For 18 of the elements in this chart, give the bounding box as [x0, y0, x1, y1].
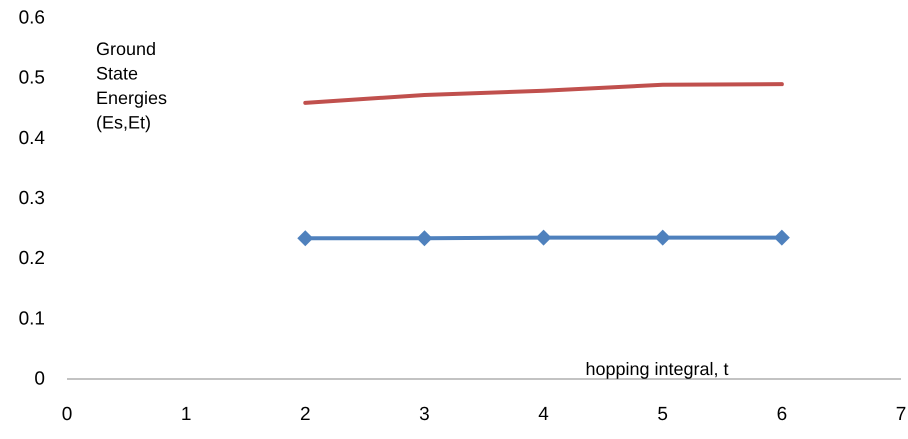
x-tick-label: 0 — [62, 404, 72, 425]
y-tick-label: 0.4 — [18, 128, 46, 149]
x-axis-title: hopping integral, t — [585, 359, 729, 379]
y-tick-label: 0.2 — [18, 248, 45, 270]
y-tick-label: 0.3 — [18, 188, 45, 209]
x-tick-label: 1 — [180, 404, 192, 425]
y-tick-label: 0 — [34, 368, 45, 390]
x-tick-label: 4 — [538, 404, 550, 425]
x-tick-label: 3 — [419, 404, 430, 425]
x-tick-label: 7 — [896, 404, 906, 425]
x-tick-label: 5 — [657, 404, 668, 425]
line-series — [303, 82, 784, 105]
y-tick-label: 0.1 — [18, 308, 45, 330]
y-axis-title: Ground State Energies (Es,Et) — [96, 39, 168, 132]
x-tick-label: 2 — [300, 404, 311, 425]
y-tick-label: 0.5 — [18, 68, 45, 89]
x-tick-label: 6 — [776, 404, 788, 425]
y-tick-label: 0.6 — [18, 8, 45, 28]
